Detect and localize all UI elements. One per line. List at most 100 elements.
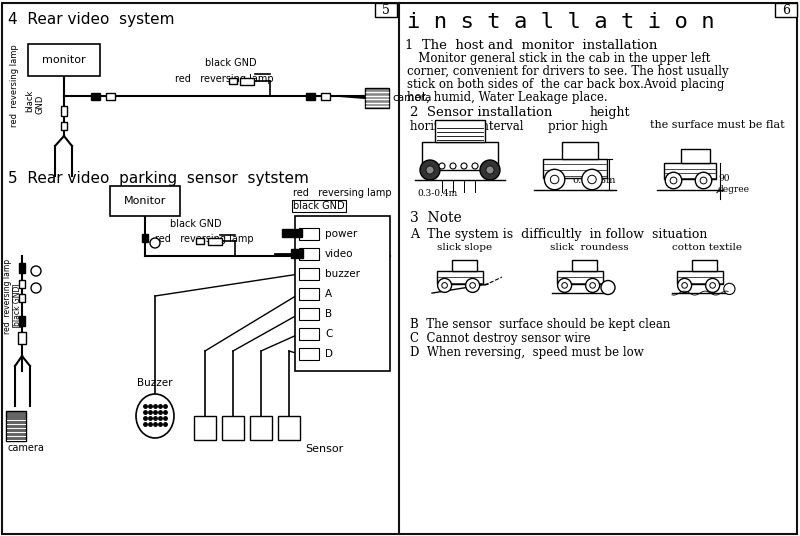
Text: the surface must be flat: the surface must be flat	[650, 120, 785, 130]
Text: B  The sensor  surface should be kept clean: B The sensor surface should be kept clea…	[410, 318, 670, 331]
Text: height: height	[590, 106, 630, 119]
Bar	[571, 260, 597, 271]
Text: 4  Rear video  system: 4 Rear video system	[8, 12, 174, 27]
Text: 2  Sensor installation: 2 Sensor installation	[410, 106, 552, 119]
Text: Buzzer: Buzzer	[137, 378, 173, 388]
Text: black GND: black GND	[13, 286, 22, 326]
Bar	[19, 294, 25, 302]
Circle shape	[682, 282, 687, 288]
Text: red  reversing lamp: red reversing lamp	[10, 44, 19, 128]
Bar	[557, 271, 603, 284]
Text: power: power	[325, 229, 358, 239]
Bar	[562, 142, 598, 159]
Bar	[375, 3, 397, 17]
Circle shape	[486, 166, 494, 174]
Circle shape	[558, 278, 571, 293]
Text: D: D	[325, 349, 333, 359]
Circle shape	[480, 160, 500, 180]
Text: horizontal  interval: horizontal interval	[410, 120, 523, 133]
Circle shape	[586, 278, 600, 293]
Bar	[299, 268, 319, 280]
Bar	[422, 142, 498, 170]
Bar	[90, 93, 99, 100]
Text: red   reversing lamp: red reversing lamp	[175, 74, 274, 84]
Bar	[299, 288, 319, 300]
Bar	[282, 229, 292, 237]
Circle shape	[706, 278, 720, 293]
Bar	[295, 216, 390, 371]
Circle shape	[31, 266, 41, 276]
Text: C  Cannot destroy sensor wire: C Cannot destroy sensor wire	[410, 332, 590, 345]
Bar	[681, 149, 710, 162]
Bar	[18, 332, 26, 344]
Bar	[691, 260, 717, 271]
Text: GND: GND	[35, 94, 45, 114]
Text: Monitor general stick in the cab in the upper left: Monitor general stick in the cab in the …	[407, 52, 710, 65]
Text: A  The system is  difficultly  in follow  situation: A The system is difficultly in follow si…	[410, 228, 707, 241]
Text: 0.3-0.4m: 0.3-0.4m	[417, 189, 458, 198]
Text: black GND: black GND	[170, 219, 222, 229]
Circle shape	[601, 280, 615, 294]
Text: 5  Rear video  parking  sensor  sytstem: 5 Rear video parking sensor sytstem	[8, 171, 309, 186]
Bar	[222, 416, 244, 440]
Bar	[292, 229, 302, 237]
Circle shape	[426, 166, 434, 174]
Text: Monitor: Monitor	[124, 196, 166, 206]
Text: D  When reversing,  speed must be low: D When reversing, speed must be low	[410, 346, 644, 359]
Circle shape	[31, 283, 41, 293]
Bar	[451, 260, 477, 271]
Circle shape	[550, 175, 559, 184]
Bar	[19, 316, 25, 326]
Text: black: black	[26, 90, 34, 112]
Bar	[61, 122, 67, 130]
Text: 0.5-0.8m: 0.5-0.8m	[572, 176, 615, 185]
Text: 3  Note: 3 Note	[410, 211, 462, 225]
Bar	[142, 234, 148, 242]
Bar	[61, 106, 67, 116]
Text: i n s t a l l a t i o n: i n s t a l l a t i o n	[407, 12, 714, 32]
Text: black GND: black GND	[293, 201, 345, 211]
Text: red   reversing lamp: red reversing lamp	[155, 234, 254, 244]
Text: B: B	[325, 309, 332, 319]
Text: camera: camera	[392, 93, 431, 103]
Circle shape	[695, 172, 712, 189]
Circle shape	[470, 282, 475, 288]
Circle shape	[724, 284, 735, 294]
Bar	[19, 280, 25, 288]
Bar	[208, 237, 222, 244]
Circle shape	[450, 163, 456, 169]
Bar	[321, 93, 330, 100]
Circle shape	[582, 169, 602, 190]
Text: 1  The  host and  monitor  installation: 1 The host and monitor installation	[405, 39, 658, 52]
Bar	[677, 271, 723, 284]
Text: black GND: black GND	[205, 58, 257, 68]
Bar	[110, 186, 180, 216]
Bar	[299, 228, 319, 240]
Circle shape	[544, 169, 565, 190]
Bar	[299, 348, 319, 360]
Circle shape	[666, 172, 682, 189]
Bar	[542, 159, 607, 178]
Text: 90
degree: 90 degree	[718, 174, 750, 193]
Circle shape	[562, 282, 567, 288]
Bar	[229, 78, 237, 84]
Circle shape	[150, 238, 160, 248]
Circle shape	[710, 282, 715, 288]
Text: slick  roundess: slick roundess	[550, 243, 629, 252]
Text: video: video	[325, 249, 354, 259]
Text: 6: 6	[782, 4, 790, 17]
Bar	[664, 162, 716, 179]
Circle shape	[588, 175, 596, 184]
Text: monitor: monitor	[42, 55, 86, 65]
Text: camera: camera	[8, 443, 45, 453]
Bar	[19, 263, 25, 273]
Bar	[299, 328, 319, 340]
Bar	[196, 238, 204, 244]
Bar	[250, 416, 272, 440]
Bar	[106, 93, 114, 100]
Bar	[291, 249, 303, 257]
Bar	[6, 411, 26, 441]
Bar	[299, 308, 319, 320]
Text: 5: 5	[382, 4, 390, 17]
Bar	[365, 88, 389, 108]
